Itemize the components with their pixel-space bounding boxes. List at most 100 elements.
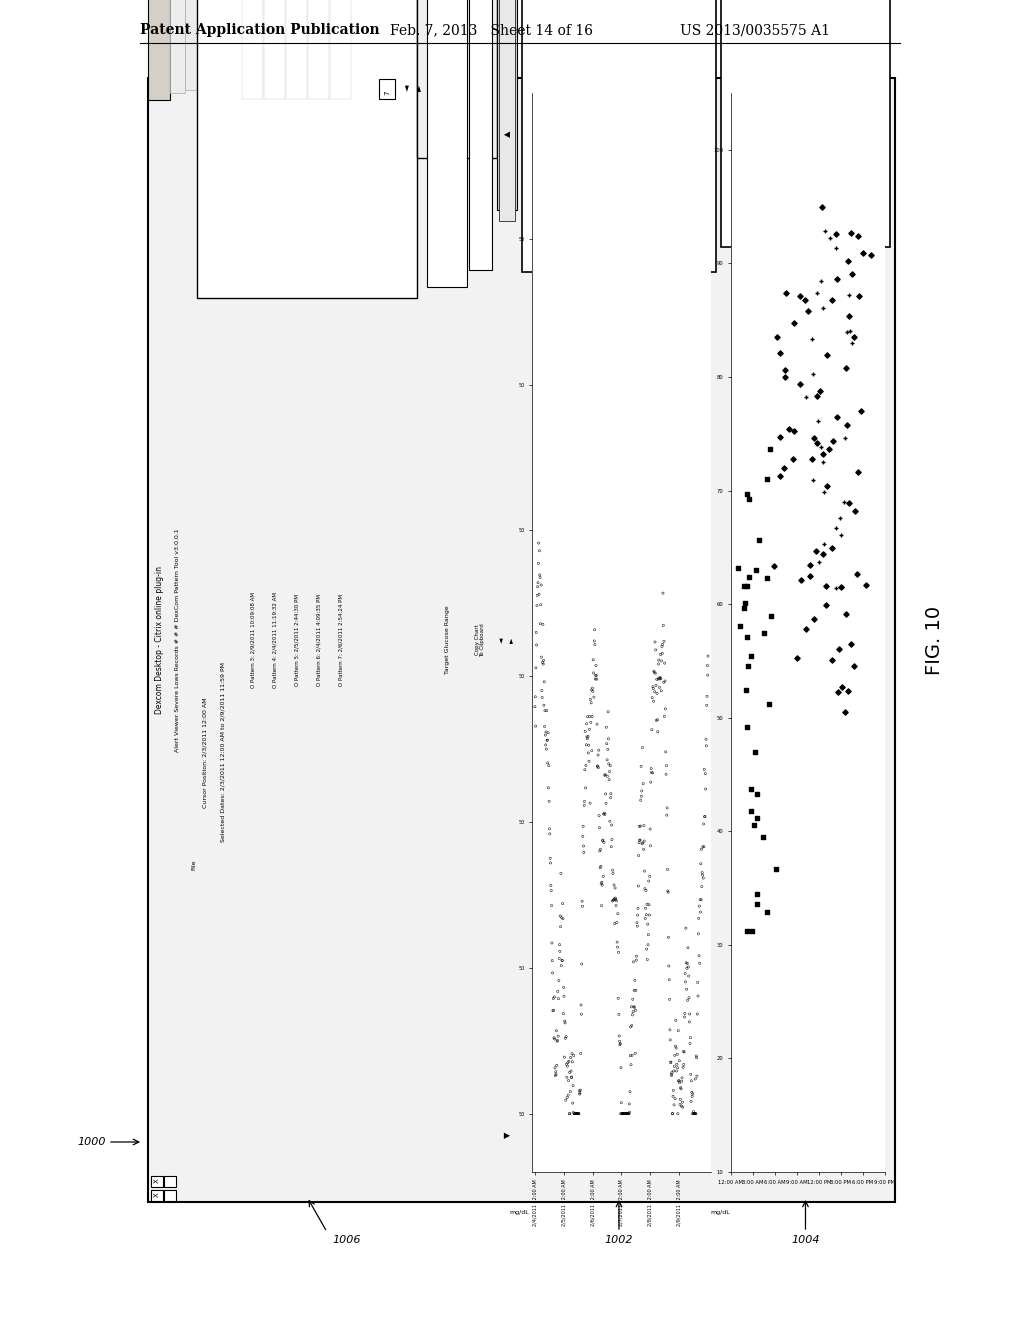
Point <box>612 1104 629 1125</box>
Point <box>565 1045 582 1067</box>
Point <box>863 246 880 267</box>
Bar <box>185 0 197 90</box>
Point <box>599 750 615 771</box>
Point <box>606 913 623 935</box>
Text: O Pattern 4: 2/4/2011 11:19:32 AM: O Pattern 4: 2/4/2011 11:19:32 AM <box>272 591 278 688</box>
Point <box>690 908 707 929</box>
Point <box>537 700 553 721</box>
Point <box>551 970 567 991</box>
Point <box>591 739 607 760</box>
Text: Patent Application Publication: Patent Application Publication <box>140 22 380 37</box>
Point <box>587 634 603 655</box>
Point <box>600 701 616 722</box>
Point <box>557 1028 573 1049</box>
Point <box>637 908 653 929</box>
Point <box>670 1020 686 1041</box>
Point <box>588 655 604 676</box>
Point <box>596 803 612 824</box>
Point <box>597 804 613 825</box>
Point <box>672 1072 688 1093</box>
Point <box>772 342 788 363</box>
Point <box>792 374 808 395</box>
Bar <box>427 0 467 286</box>
Point <box>675 1040 691 1061</box>
Point <box>566 1104 583 1125</box>
Point <box>685 1084 701 1105</box>
Point <box>608 895 625 916</box>
Bar <box>417 0 497 158</box>
Point <box>816 220 833 242</box>
Point <box>601 760 617 781</box>
Point <box>571 1084 588 1105</box>
Point <box>626 952 642 973</box>
Point <box>534 686 550 708</box>
Point <box>560 1085 577 1106</box>
Point <box>535 652 551 673</box>
Point <box>844 331 860 352</box>
Point <box>543 880 559 902</box>
Point <box>776 359 793 380</box>
Point <box>583 711 599 733</box>
Point <box>624 1015 640 1036</box>
Point <box>554 950 570 972</box>
Point <box>663 1030 679 1051</box>
Point <box>674 1092 690 1113</box>
Point <box>658 755 675 776</box>
Point <box>657 764 674 785</box>
Bar <box>497 0 517 210</box>
Point <box>642 866 658 887</box>
Point <box>740 566 757 587</box>
Point <box>759 469 775 490</box>
Point <box>669 1060 685 1081</box>
Point <box>833 577 849 598</box>
Text: Copy Chart
To Clipboard: Copy Chart To Clipboard <box>474 623 485 657</box>
Point <box>555 977 571 998</box>
Point <box>631 845 647 866</box>
Bar <box>164 1191 176 1201</box>
Point <box>781 418 798 440</box>
Point <box>561 1104 578 1125</box>
Point <box>817 576 834 597</box>
Point <box>609 936 626 957</box>
Point <box>603 783 620 804</box>
Text: File: File <box>191 859 196 870</box>
Point <box>615 1104 632 1125</box>
Point <box>542 824 558 845</box>
Point <box>594 871 610 892</box>
Point <box>793 285 809 306</box>
Point <box>606 874 623 895</box>
Point <box>563 1060 580 1081</box>
Point <box>668 1010 684 1031</box>
Point <box>575 836 592 857</box>
Point <box>645 676 662 697</box>
Point <box>695 836 712 857</box>
Point <box>591 817 607 838</box>
Point <box>674 1068 690 1089</box>
Point <box>628 949 644 970</box>
Point <box>567 1104 584 1125</box>
Point <box>561 1051 578 1072</box>
Point <box>688 1045 705 1067</box>
Point <box>680 965 696 986</box>
Point <box>582 706 598 727</box>
Point <box>542 818 558 840</box>
Point <box>574 826 591 847</box>
Point <box>651 677 668 698</box>
Point <box>739 920 756 941</box>
Point <box>568 1104 585 1125</box>
Point <box>603 814 620 836</box>
Point <box>590 744 606 766</box>
Point <box>673 1096 689 1117</box>
Point <box>639 894 655 915</box>
Point <box>660 956 677 977</box>
Point <box>735 576 752 597</box>
Point <box>685 1104 701 1125</box>
Point <box>638 880 654 902</box>
Point <box>678 917 694 939</box>
Point <box>636 830 652 851</box>
Point <box>809 385 825 407</box>
Point <box>636 814 652 836</box>
Point <box>596 764 612 785</box>
Point <box>605 863 622 884</box>
Point <box>644 719 660 741</box>
